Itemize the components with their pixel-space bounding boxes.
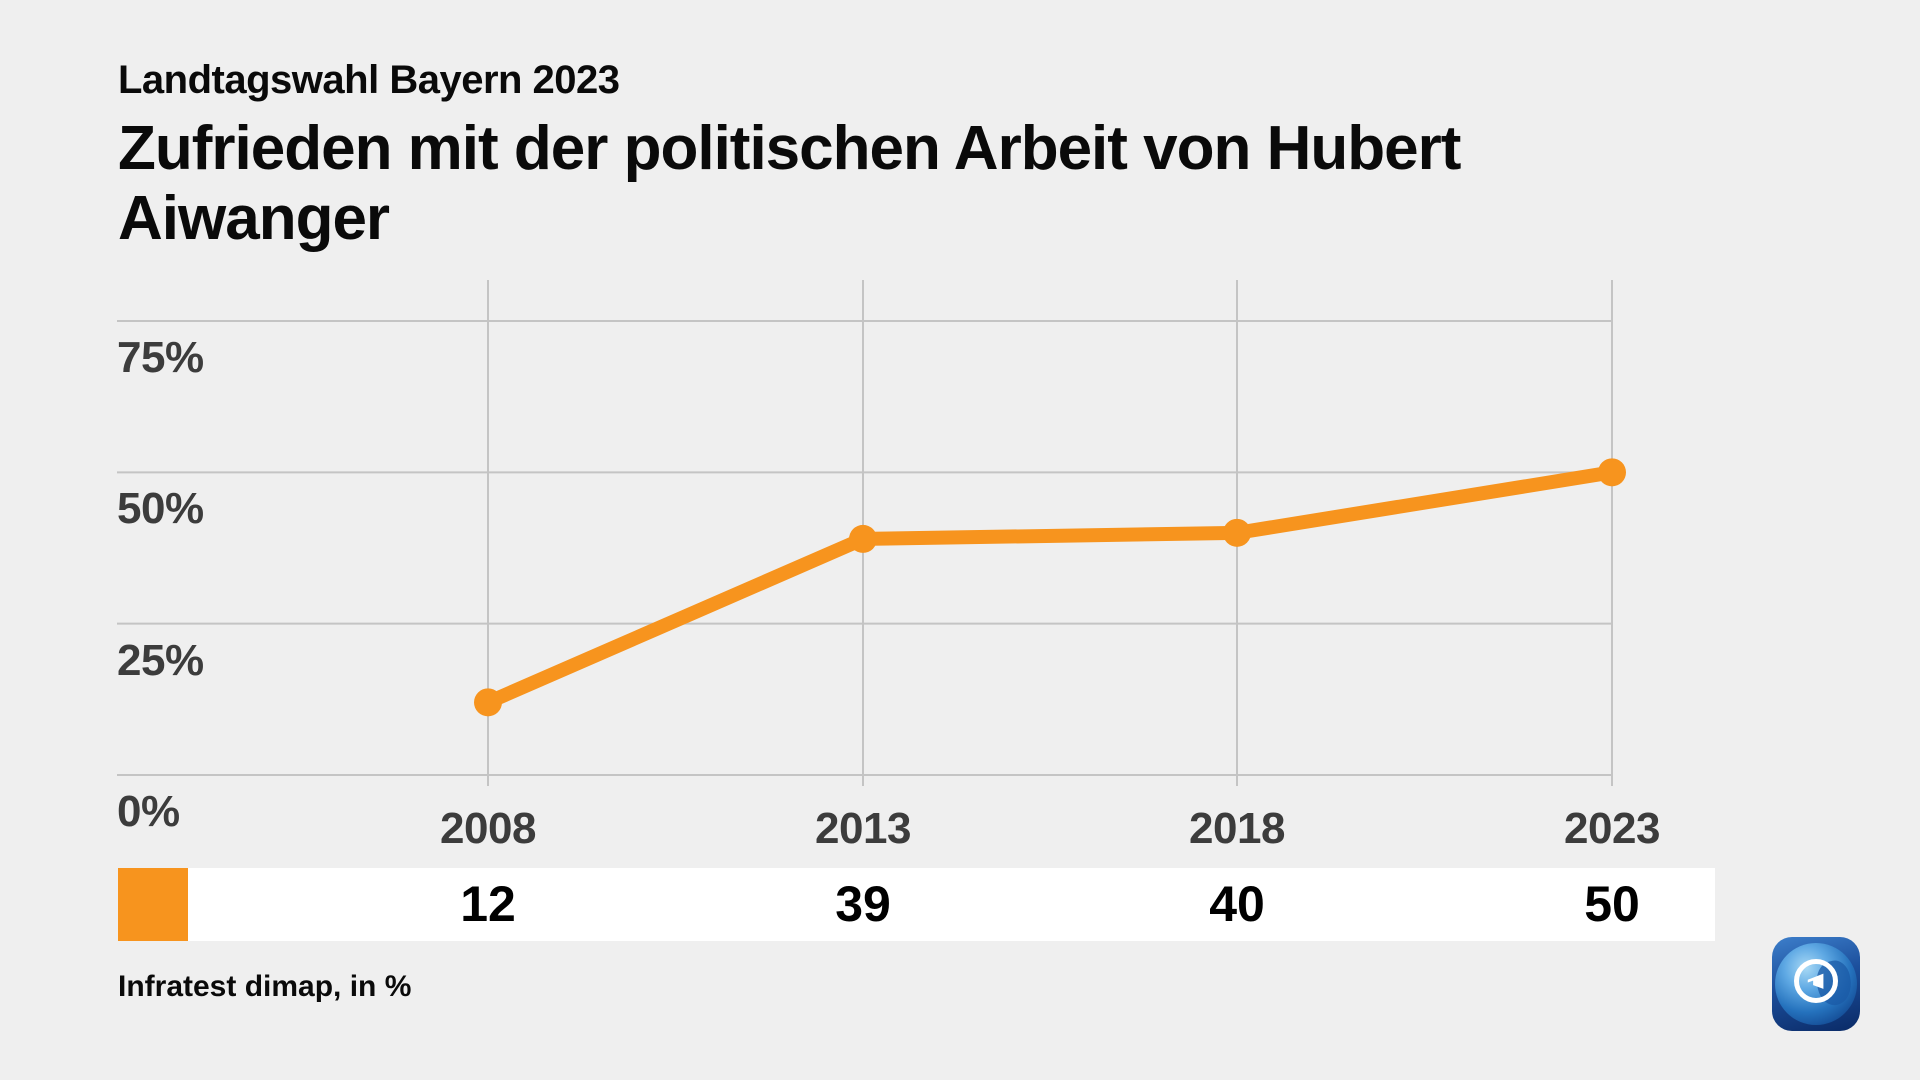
source-credit: Infratest dimap, in % xyxy=(118,970,412,1003)
y-axis-label: 0% xyxy=(117,787,180,836)
chart-title-line-2: Aiwanger xyxy=(118,184,390,253)
value-label: 40 xyxy=(1209,876,1265,932)
x-axis-label: 2023 xyxy=(1564,804,1660,853)
values-strip xyxy=(118,868,1715,941)
y-axis-label: 25% xyxy=(117,635,204,685)
chart-title-line-1: Zufrieden mit der politischen Arbeit von… xyxy=(118,114,1461,183)
x-axis-label: 2008 xyxy=(440,804,536,853)
series-legend-swatch xyxy=(118,868,188,941)
value-label: 12 xyxy=(460,876,516,932)
x-axis-label: 2013 xyxy=(815,804,911,853)
ard-one-ring-icon xyxy=(1794,959,1838,1003)
ard-tagesschau-logo xyxy=(1772,937,1860,1031)
x-axis-label: 2018 xyxy=(1189,804,1285,853)
y-axis-label: 75% xyxy=(117,333,204,382)
chart-subtitle: Landtagswahl Bayern 2023 xyxy=(118,58,620,102)
chart-title: Zufrieden mit der politischen Arbeit von… xyxy=(118,114,1818,254)
y-axis-label: 50% xyxy=(117,484,204,534)
value-label: 50 xyxy=(1584,876,1640,932)
ard-one-icon xyxy=(1807,973,1824,989)
value-label: 39 xyxy=(835,876,891,932)
